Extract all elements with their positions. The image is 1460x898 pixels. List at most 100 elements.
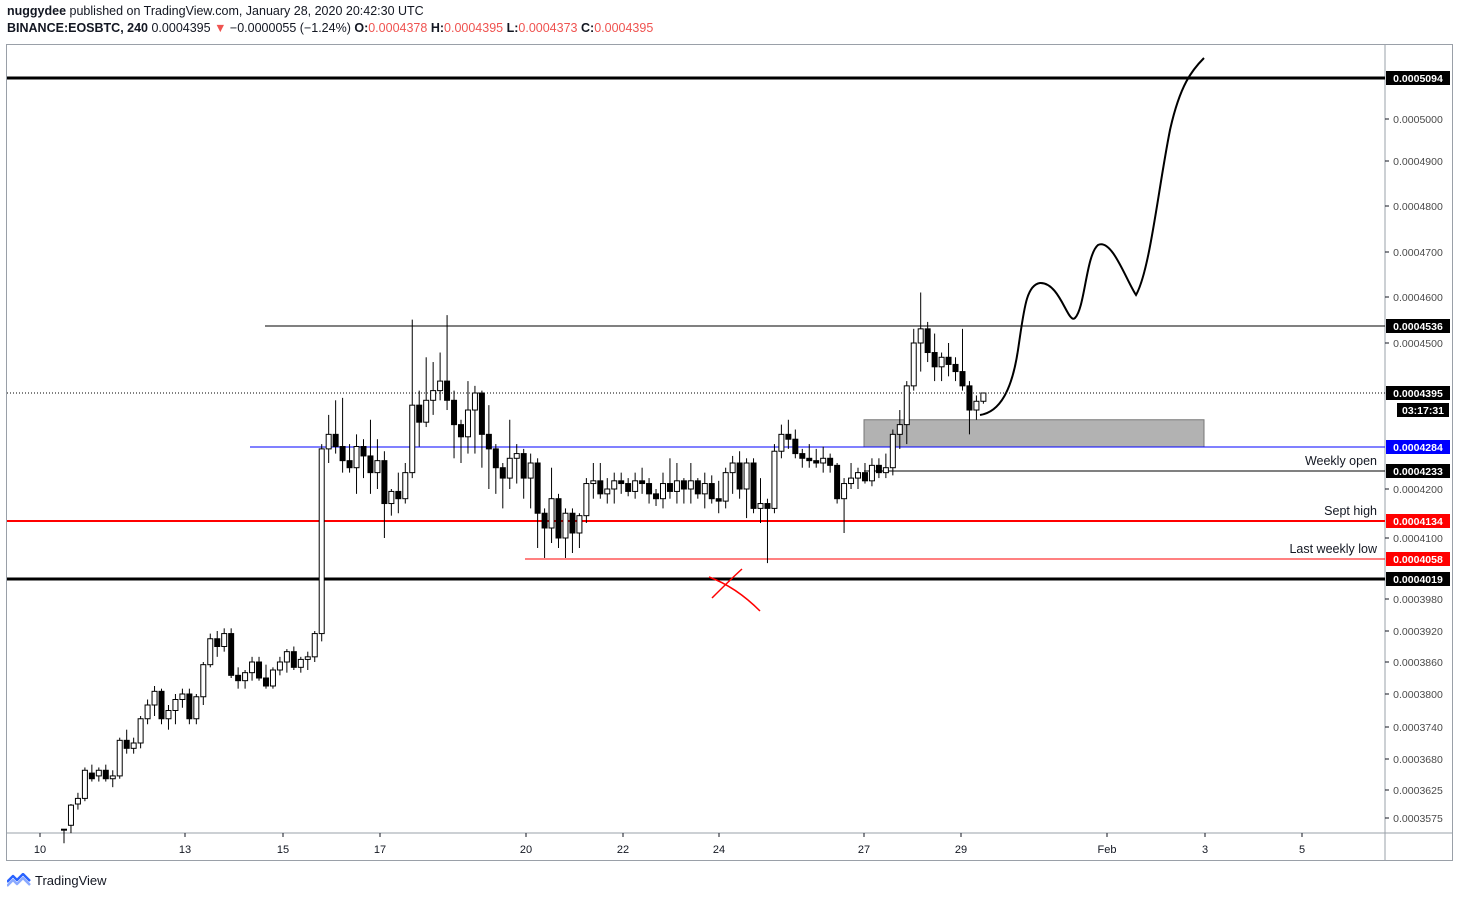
candle-body: [597, 480, 604, 495]
high-label: H:: [430, 21, 445, 35]
candle-body: [743, 462, 750, 490]
candle-body: [478, 392, 485, 435]
publisher-name[interactable]: nuggydee: [7, 4, 67, 18]
candle-body: [109, 775, 116, 780]
price-label-box: [1386, 386, 1450, 400]
candle-body: [444, 380, 451, 401]
x-tick-label: 3: [1202, 844, 1208, 856]
candle-body: [778, 433, 785, 452]
candle-body: [562, 512, 569, 539]
candle-body: [158, 690, 165, 720]
candle-body: [374, 460, 381, 474]
candle-body: [708, 483, 715, 500]
candle-body: [332, 433, 339, 448]
tradingview-logo-icon: [7, 873, 31, 887]
candle-body: [381, 460, 388, 505]
candle-body: [200, 664, 207, 698]
footer-brand-text: TradingView: [35, 872, 107, 888]
chart-frame[interactable]: [6, 44, 1453, 861]
candle-body: [555, 498, 562, 539]
candle-body: [67, 804, 74, 826]
x-tick-label: 29: [955, 844, 967, 856]
candle-body: [228, 633, 235, 676]
candle-body: [701, 483, 708, 495]
candle-body: [534, 462, 541, 514]
x-tick-label: 13: [179, 844, 191, 856]
price-label-text: 0.0004058: [1393, 554, 1443, 566]
candle-body: [402, 472, 409, 500]
candle-body: [471, 392, 478, 411]
candle-body: [729, 462, 736, 474]
candle-body: [680, 480, 687, 490]
price-label-box: [1386, 552, 1450, 566]
countdown-box: [1397, 403, 1449, 417]
candle-body: [165, 710, 172, 720]
candle-body: [903, 385, 910, 426]
down-arrow-icon: ▼: [214, 21, 227, 35]
price-label-text: 0.0004019: [1393, 574, 1443, 586]
candle-body: [541, 512, 548, 529]
candle-body: [290, 651, 297, 668]
candle-body: [451, 399, 458, 426]
footer-brand[interactable]: TradingView: [7, 871, 107, 889]
candle-body: [687, 480, 694, 490]
candle-body: [416, 404, 423, 423]
candle-body: [423, 399, 430, 423]
candle-body: [973, 400, 980, 411]
candle-body: [569, 512, 576, 534]
candle-body: [799, 453, 806, 459]
candle-body: [304, 656, 311, 660]
x-tick-label: 24: [713, 844, 725, 856]
y-tick-label: 0.0004700: [1393, 247, 1443, 259]
candle-body: [61, 828, 67, 831]
candle-body: [666, 483, 673, 492]
symbol-name[interactable]: BINANCE:EOSBTC, 240: [7, 21, 148, 35]
candle-body: [938, 356, 945, 368]
candle-body: [750, 462, 757, 509]
candle-body: [618, 480, 625, 485]
y-tick-label: 0.0004100: [1393, 533, 1443, 545]
price-label-box: [1386, 514, 1450, 528]
candle-body: [820, 457, 827, 464]
price-label-text: 0.0005094: [1393, 73, 1443, 85]
candle-body: [757, 503, 764, 509]
candle-body: [458, 424, 465, 438]
candle-body: [144, 704, 151, 720]
candle-body: [896, 424, 903, 435]
candle-body: [882, 467, 889, 474]
candle-body: [311, 633, 318, 658]
low-value: 0.0004373: [518, 21, 578, 35]
candle-body: [193, 696, 200, 720]
candle-body: [764, 503, 771, 509]
y-tick-label: 0.0004200: [1393, 484, 1443, 496]
candle-body: [604, 488, 611, 495]
candle-body: [868, 464, 875, 482]
open-value: 0.0004378: [368, 21, 428, 35]
candle-body: [137, 718, 144, 744]
candle-body: [179, 693, 186, 700]
publish-info: nuggydee published on TradingView.com, J…: [7, 4, 424, 18]
y-tick-label: 0.0004600: [1393, 292, 1443, 304]
candle-body: [889, 433, 896, 469]
candle-body: [513, 453, 520, 459]
candle-body: [841, 483, 848, 500]
price-change: −0.0000055 (−1.24%): [229, 21, 351, 35]
published-text: published on TradingView.com, January 28…: [69, 4, 424, 18]
last-price: 0.0004395: [151, 21, 211, 35]
candle-body: [360, 446, 367, 457]
x-tick-label: 17: [374, 844, 386, 856]
candle-body: [151, 690, 158, 706]
candle-body: [242, 672, 249, 682]
candle-body: [806, 457, 813, 462]
candle-body: [848, 477, 855, 485]
candle-body: [81, 769, 88, 799]
y-tick-label: 0.0004900: [1393, 156, 1443, 168]
candle-body: [785, 433, 792, 440]
candle-body: [583, 483, 590, 517]
x-mark-stroke: [708, 576, 761, 612]
y-tick-label: 0.0003980: [1393, 594, 1443, 606]
candle-body: [214, 638, 221, 647]
candle-body: [659, 483, 666, 500]
high-value: 0.0004395: [444, 21, 504, 35]
